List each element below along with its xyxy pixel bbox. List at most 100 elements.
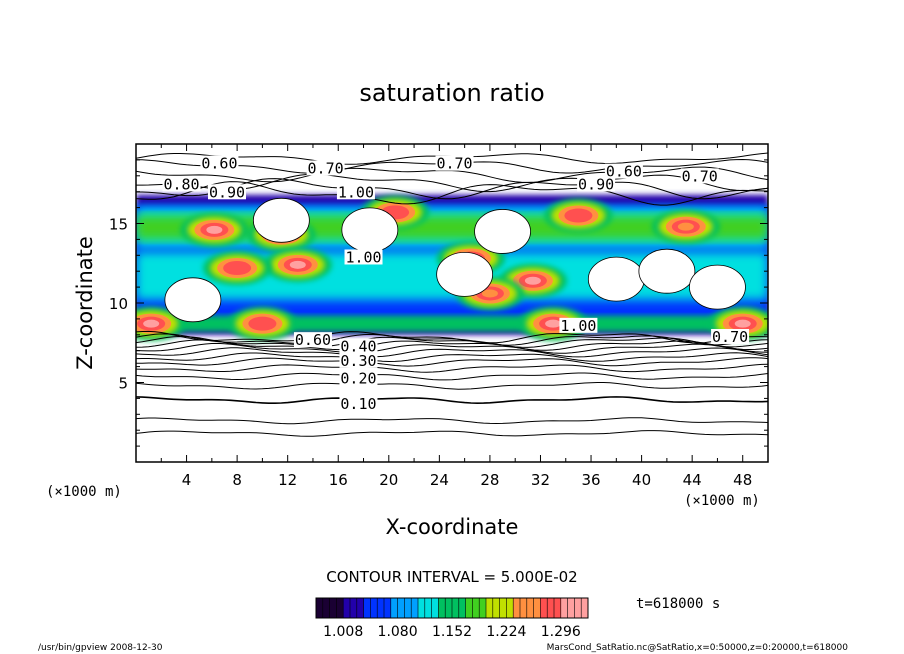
subsaturated-hole-5 xyxy=(587,256,645,302)
colorbar-swatch-36 xyxy=(560,598,568,618)
hot-spot-11-ring-4 xyxy=(545,319,562,328)
hot-spot-10-ring-4 xyxy=(254,319,271,328)
contour-label-8: 0.90 xyxy=(578,175,614,193)
contour-label-bg-13 xyxy=(339,352,378,368)
colorbar xyxy=(315,598,589,618)
x-tick-label-10: 44 xyxy=(683,471,702,489)
contour-label-4: 0.70 xyxy=(682,167,718,185)
subsaturated-hole-0 xyxy=(164,277,222,323)
hot-spot-3-ring-4 xyxy=(229,264,246,273)
colorbar-swatch-23 xyxy=(472,598,480,618)
contour-label-9: 1.00 xyxy=(345,248,381,266)
colorbar-swatch-33 xyxy=(540,598,548,618)
colorbar-swatch-39 xyxy=(581,598,589,618)
contour-label-bg-16 xyxy=(711,328,750,344)
colorbar-swatch-25 xyxy=(486,598,494,618)
colorbar-swatch-12 xyxy=(397,598,405,618)
contour-label-bg-4 xyxy=(680,168,719,184)
contour-label-bg-10 xyxy=(559,317,598,333)
plot-area: 0.60 0.70 0.70 0.60 0.70 0.80 0.90 1.00 0.90 1.00… xyxy=(136,144,768,462)
contour-label-11: 0.60 xyxy=(295,331,331,349)
contour-line-lower-6 xyxy=(136,357,768,367)
contour-line-lower-4 xyxy=(136,372,768,381)
contour-label-5: 0.80 xyxy=(163,175,199,193)
colorbar-swatch-2 xyxy=(329,598,337,618)
colorbar-swatch-37 xyxy=(567,598,575,618)
colorbar-swatch-15 xyxy=(418,598,426,618)
contour-label-6: 0.90 xyxy=(209,183,245,201)
colorbar-swatch-38 xyxy=(574,598,582,618)
y-tick-label-1: 10 xyxy=(109,295,128,313)
colorbar-swatch-18 xyxy=(438,598,446,618)
x-tick-label-11: 48 xyxy=(733,471,752,489)
x-tick-label-6: 28 xyxy=(480,471,499,489)
hot-spot-13-ring-4 xyxy=(677,222,694,231)
x-tick-label-1: 8 xyxy=(232,471,242,489)
colorbar-swatch-20 xyxy=(452,598,460,618)
contour-line-lower-7 xyxy=(136,352,768,363)
colorbar-tick-labels: 1.008 1.080 1.152 1.224 1.296 xyxy=(323,624,581,640)
x-tick-label-9: 40 xyxy=(632,471,651,489)
contour-label-15: 0.10 xyxy=(340,395,376,413)
contour-line-lower-2 xyxy=(136,396,768,405)
x-tick-label-8: 36 xyxy=(581,471,600,489)
colorbar-swatch-21 xyxy=(458,598,466,618)
contour-line-lower-0 xyxy=(136,430,768,437)
hot-spot-12-ring-4 xyxy=(734,319,751,328)
colorbar-swatch-7 xyxy=(363,598,371,618)
colorbar-swatch-0 xyxy=(316,598,324,618)
contour-label-1: 0.70 xyxy=(308,159,344,177)
colorbar-swatch-26 xyxy=(492,598,500,618)
x-axis-unit-right: (×1000 m) xyxy=(684,493,760,509)
contour-labels: 0.60 0.70 0.70 0.60 0.70 0.80 0.90 1.00 0.90 1.00… xyxy=(162,155,750,413)
subsaturated-hole-4 xyxy=(474,209,531,254)
colorbar-swatch-34 xyxy=(547,598,555,618)
colorbar-swatch-30 xyxy=(520,598,528,618)
contour-line-lower-1 xyxy=(136,417,768,425)
x-tick-label-4: 20 xyxy=(379,471,398,489)
contour-label-bg-6 xyxy=(208,184,247,200)
contour-line-lower-8 xyxy=(136,347,768,358)
contour-line-lower-9 xyxy=(136,342,768,354)
footer-left: /usr/bin/gpview 2008-12-30 xyxy=(38,643,163,653)
colorbar-swatch-8 xyxy=(370,598,378,618)
contour-label-bg-1 xyxy=(306,160,345,176)
contour-label-bg-7 xyxy=(336,184,375,200)
colorbar-swatch-16 xyxy=(424,598,432,618)
colorbar-swatch-32 xyxy=(533,598,541,618)
hot-spot-2-ring-4 xyxy=(289,260,306,269)
y-axis-label: Z-coordinate xyxy=(73,236,97,370)
contour-label-bg-14 xyxy=(339,370,378,386)
contour-line-lower-12 xyxy=(136,333,768,346)
subsaturated-hole-6 xyxy=(638,248,696,294)
contour-interval-text: CONTOUR INTERVAL = 5.000E-02 xyxy=(326,568,577,586)
x-tick-label-5: 24 xyxy=(430,471,449,489)
contour-label-bg-15 xyxy=(339,395,378,411)
colorbar-tick-label-0: 1.008 xyxy=(323,624,363,640)
colorbar-swatch-28 xyxy=(506,598,514,618)
colorbar-tick-label-1: 1.080 xyxy=(378,624,418,640)
hot-spot-9-ring-4 xyxy=(143,319,160,328)
contour-label-0: 0.60 xyxy=(201,155,237,173)
contour-label-bg-8 xyxy=(577,176,616,192)
colorbar-swatch-17 xyxy=(431,598,439,618)
colorbar-swatch-13 xyxy=(404,598,412,618)
colorbar-tick-label-4: 1.296 xyxy=(541,624,581,640)
subsaturated-hole-7 xyxy=(689,264,746,310)
colorbar-swatch-31 xyxy=(526,598,534,618)
chart-title: saturation ratio xyxy=(359,79,544,107)
contour-line-lower-10 xyxy=(136,339,768,351)
colorbar-swatch-11 xyxy=(390,598,398,618)
footer-right: MarsCond_SatRatio.nc@SatRatio,x=0:50000,… xyxy=(547,643,849,653)
contour-label-bg-11 xyxy=(293,332,332,348)
x-axis-unit-left: (×1000 m) xyxy=(46,484,122,500)
contour-label-13: 0.30 xyxy=(340,352,376,370)
filled-contours xyxy=(136,194,768,341)
hot-spot-5-ring-4 xyxy=(524,276,541,285)
contour-label-bg-2 xyxy=(435,155,474,171)
contour-label-bg-5 xyxy=(162,176,201,192)
contour-label-7: 1.00 xyxy=(338,183,374,201)
contour-label-bg-9 xyxy=(344,249,383,265)
colorbar-swatch-3 xyxy=(336,598,344,618)
